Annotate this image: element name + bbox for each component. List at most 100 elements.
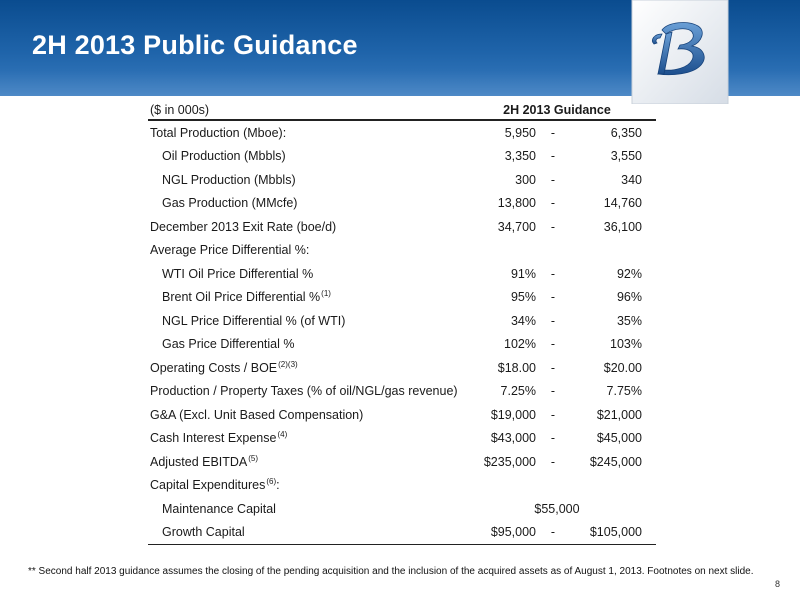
- row-label: Adjusted EBITDA: [150, 454, 248, 469]
- row-label: Oil Production (Mbbls): [162, 149, 286, 164]
- guidance-high-value: $21,000: [596, 407, 642, 422]
- guidance-value: $55,000: [534, 501, 580, 516]
- table-row: Average Price Differential %:: [148, 239, 656, 263]
- row-label-cell: G&A (Excl. Unit Based Compensation): [148, 403, 458, 427]
- table-row: Cash Interest Expense(4) $43,000- $45,000: [148, 427, 656, 451]
- footnote: ** Second half 2013 guidance assumes the…: [28, 566, 754, 577]
- range-separator: -: [550, 454, 556, 469]
- row-label: Gas Production (MMcfe): [162, 196, 298, 211]
- row-label-cell: Gas Price Differential %: [148, 333, 458, 357]
- table-row: G&A (Excl. Unit Based Compensation) $19,0…: [148, 403, 656, 427]
- guidance-high-value: 14,760: [603, 196, 642, 211]
- range-separator: -: [550, 431, 556, 446]
- row-label: December 2013 Exit Rate (boe/d): [150, 219, 337, 234]
- range-separator: -: [550, 313, 556, 328]
- table-row: NGL Production (Mbbls) 300- 340: [148, 168, 656, 192]
- guidance-high-value: 36,100: [603, 219, 642, 234]
- row-label: Total Production (Mboe):: [150, 125, 287, 140]
- guidance-high-value: $105,000: [570, 520, 656, 545]
- row-label: Gas Price Differential %: [162, 337, 295, 352]
- row-label-cell: Cash Interest Expense(4): [148, 427, 458, 451]
- slide-header-band: 2H 2013 Public Guidance: [0, 0, 800, 104]
- guidance-low-value: 95%: [510, 290, 536, 305]
- guidance-high-value: $20.00: [603, 360, 642, 375]
- guidance-low-value: $18.00: [497, 360, 536, 375]
- range-separator: -: [550, 266, 556, 281]
- row-label: Brent Oil Price Differential %: [162, 290, 321, 305]
- table-row: Growth Capital $95,000- $105,000: [148, 520, 656, 545]
- unit-label: ($ in 000s): [148, 101, 458, 121]
- row-label-cell: Gas Production (MMcfe): [148, 192, 458, 216]
- guidance-low-value: $235,000: [483, 454, 536, 469]
- row-label: WTI Oil Price Differential %: [162, 266, 314, 281]
- guidance-low-value: 3,350: [504, 149, 536, 164]
- row-label-cell: Oil Production (Mbbls): [148, 145, 458, 169]
- row-label: NGL Production (Mbbls): [162, 172, 296, 187]
- footnote-ref: (4): [277, 430, 288, 440]
- range-separator: -: [536, 520, 570, 545]
- column-header: 2H 2013 Guidance: [458, 101, 656, 121]
- range-separator: -: [550, 407, 556, 422]
- range-separator: [536, 474, 570, 498]
- guidance-low-value: 91%: [510, 266, 536, 281]
- table-row: WTI Oil Price Differential % 91% - 92%: [148, 262, 656, 286]
- guidance-low-value: $95,000: [458, 520, 536, 545]
- guidance-high-value: $245,000: [589, 454, 642, 469]
- guidance-low-value: $43,000: [490, 431, 536, 446]
- guidance-low-value: [458, 239, 536, 263]
- guidance-high-value: 3,550: [610, 149, 642, 164]
- row-label-cell: Capital Expenditures(6):: [148, 474, 458, 498]
- footnote-ref: (5): [248, 453, 259, 463]
- row-label-cell: Brent Oil Price Differential %(1): [148, 286, 458, 310]
- guidance-low-value: 5,950: [504, 125, 536, 140]
- row-label-cell: NGL Production (Mbbls): [148, 168, 458, 192]
- range-separator: -: [550, 149, 556, 164]
- row-label: NGL Price Differential % (of WTI): [162, 313, 346, 328]
- guidance-high-value: 35%: [616, 313, 642, 328]
- guidance-high-value: 6,350: [610, 125, 642, 140]
- row-label-suffix: :: [276, 478, 280, 493]
- page-number: 8: [775, 579, 781, 589]
- range-separator: -: [550, 172, 556, 187]
- guidance-high-value: [570, 239, 656, 263]
- slide-title: 2H 2013 Public Guidance: [32, 30, 358, 60]
- guidance-low-value: 102%: [504, 337, 536, 352]
- table-row: Total Production (Mboe): 5,950- 6,350: [148, 120, 656, 145]
- table-row: Maintenance Capital $55,000: [148, 497, 656, 521]
- table-row: Brent Oil Price Differential %(1) 95% - 96%: [148, 286, 656, 310]
- guidance-low-value: 7.25%: [500, 384, 536, 399]
- row-label: Cash Interest Expense: [150, 431, 277, 446]
- footnote-ref: (2)(3): [278, 359, 298, 369]
- range-separator: -: [550, 219, 556, 234]
- table-row: Production / Property Taxes (% of oil/NG…: [148, 380, 656, 404]
- row-label: Capital Expenditures: [150, 478, 266, 493]
- guidance-low-value: [458, 474, 536, 498]
- table-row: December 2013 Exit Rate (boe/d) 34,700- 36…: [148, 215, 656, 239]
- guidance-table-container: ($ in 000s) 2H 2013 Guidance Total Produ…: [148, 101, 656, 545]
- range-separator: -: [550, 384, 556, 399]
- table-row: NGL Price Differential % (of WTI) 34% - 35%: [148, 309, 656, 333]
- guidance-low-value: 13,800: [497, 196, 536, 211]
- table-row: Oil Production (Mbbls) 3,350- 3,550: [148, 145, 656, 169]
- table-header-row: ($ in 000s) 2H 2013 Guidance: [148, 101, 656, 121]
- table-row: Capital Expenditures(6):: [148, 474, 656, 498]
- guidance-high-value: $45,000: [596, 431, 642, 446]
- table-row: Gas Production (MMcfe) 13,800- 14,760: [148, 192, 656, 216]
- guidance-high-value: [570, 474, 656, 498]
- range-separator: -: [550, 290, 556, 305]
- guidance-high-value: 92%: [616, 266, 642, 281]
- row-label-cell: Maintenance Capital: [148, 497, 458, 521]
- range-separator: -: [550, 125, 556, 140]
- guidance-high-value: 7.75%: [606, 384, 642, 399]
- row-label-cell: December 2013 Exit Rate (boe/d): [148, 215, 458, 239]
- row-label-cell: Average Price Differential %:: [148, 239, 458, 263]
- company-monogram-logo: [631, 0, 729, 104]
- guidance-high-value: 340: [621, 172, 642, 187]
- row-label-cell: Production / Property Taxes (% of oil/NG…: [148, 380, 458, 404]
- guidance-high-value: 103%: [610, 337, 642, 352]
- row-label-cell: WTI Oil Price Differential %: [148, 262, 458, 286]
- row-label: Growth Capital: [162, 525, 245, 540]
- row-label-cell: Growth Capital: [148, 520, 458, 545]
- range-separator: [536, 239, 570, 263]
- row-label: Production / Property Taxes (% of oil/NG…: [150, 384, 458, 399]
